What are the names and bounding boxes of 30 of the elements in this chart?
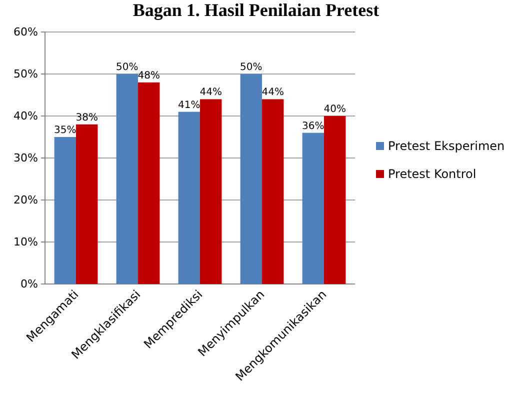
y-tick-label: 20% <box>14 194 38 207</box>
y-tick-label: 10% <box>14 236 38 249</box>
bar <box>178 112 200 284</box>
bar <box>54 137 76 284</box>
data-label: 48% <box>138 70 160 82</box>
data-label: 44% <box>262 87 284 98</box>
y-tick-label: 40% <box>14 110 38 123</box>
data-label: 41% <box>178 100 200 111</box>
y-tick-label: 60% <box>14 26 38 39</box>
data-label: 44% <box>200 87 222 98</box>
data-label: 38% <box>76 112 98 124</box>
bar <box>302 132 324 284</box>
y-tick-label: 30% <box>14 152 38 165</box>
data-label: 50% <box>116 62 138 73</box>
bar <box>116 74 138 284</box>
bar <box>138 82 160 284</box>
chart-title: Bagan 1. Hasil Penilaian Pretest <box>132 0 380 20</box>
legend-label: Pretest Eksperimen <box>388 139 505 154</box>
bar <box>262 99 284 284</box>
bar <box>324 116 346 284</box>
legend-label: Pretest Kontrol <box>388 167 476 182</box>
data-label: 35% <box>54 125 76 136</box>
bar <box>200 99 222 284</box>
bar <box>240 74 262 284</box>
y-tick-label: 0% <box>20 278 38 291</box>
data-label: 36% <box>302 120 324 132</box>
y-tick-label: 50% <box>14 68 38 81</box>
bar <box>76 124 98 284</box>
data-label: 40% <box>324 104 346 115</box>
data-label: 50% <box>240 62 262 73</box>
